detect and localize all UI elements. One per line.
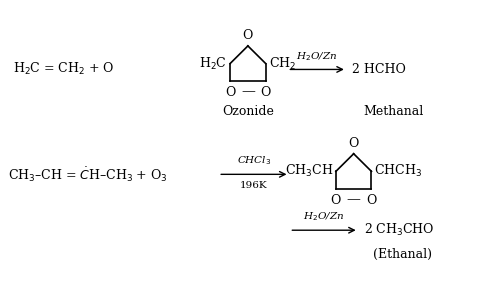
Text: CHCl$_3$: CHCl$_3$: [237, 155, 271, 168]
Text: (Ethanal): (Ethanal): [374, 248, 433, 261]
Text: H$_2$O/Zn: H$_2$O/Zn: [303, 211, 345, 223]
Text: —: —: [347, 192, 361, 206]
Text: H$_2$C = CH$_2$ + O: H$_2$C = CH$_2$ + O: [12, 61, 114, 78]
Text: Methanal: Methanal: [364, 105, 424, 118]
Text: H$_2$C: H$_2$C: [199, 56, 227, 72]
Text: O: O: [366, 194, 376, 207]
Text: CH$_3$CH: CH$_3$CH: [285, 163, 333, 179]
Text: H$_2$O/Zn: H$_2$O/Zn: [297, 50, 338, 63]
Text: O: O: [261, 86, 271, 99]
Text: CHCH$_3$: CHCH$_3$: [375, 163, 422, 179]
Text: O: O: [225, 86, 235, 99]
Text: O: O: [243, 29, 253, 42]
Text: 2 HCHO: 2 HCHO: [352, 63, 406, 76]
Text: CH$_2$: CH$_2$: [269, 56, 296, 72]
Text: 196K: 196K: [240, 181, 268, 190]
Text: Ozonide: Ozonide: [222, 105, 274, 118]
Text: O: O: [349, 137, 359, 150]
Text: —: —: [241, 84, 255, 98]
Text: 2 CH$_3$CHO: 2 CH$_3$CHO: [364, 222, 434, 238]
Text: O: O: [331, 194, 341, 207]
Text: CH$_3$–CH = $\dot{C}$H–CH$_3$ + O$_3$: CH$_3$–CH = $\dot{C}$H–CH$_3$ + O$_3$: [8, 165, 167, 184]
